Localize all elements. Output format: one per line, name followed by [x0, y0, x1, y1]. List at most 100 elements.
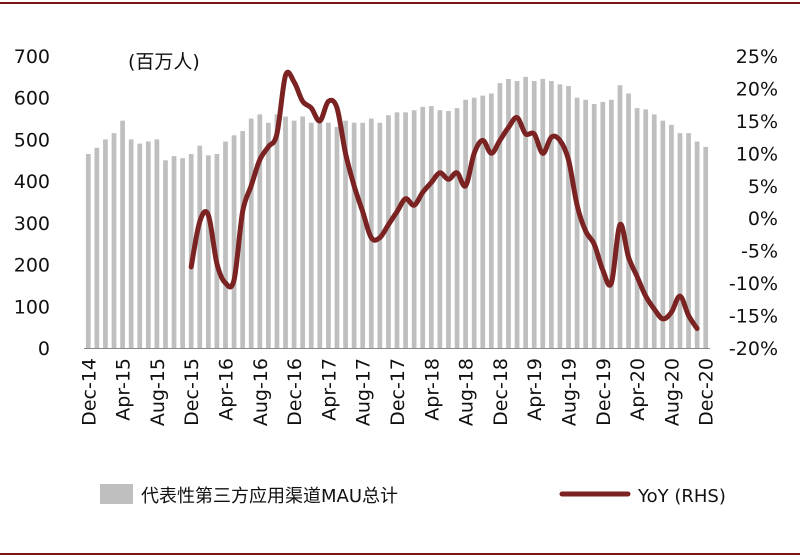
y-left-tick-label: 500 — [14, 129, 50, 151]
bar — [583, 99, 589, 348]
x-tick-label: Dec-20 — [696, 358, 718, 426]
y-left-tick-label: 400 — [14, 171, 50, 193]
x-axis: Dec-14 Apr-15 Aug-15 Dec-15 Apr-16 Aug-16 Dec-… — [78, 348, 718, 426]
bottom-border — [0, 553, 800, 555]
y-right-tick-label: 25% — [736, 46, 778, 68]
yoy-line — [188, 69, 700, 331]
bar — [634, 108, 640, 348]
y-right-tick-label: 10% — [736, 143, 778, 165]
bar — [231, 135, 237, 348]
bar — [291, 120, 297, 348]
x-tick-label: Dec-14 — [78, 358, 100, 426]
bar — [531, 81, 537, 348]
bar — [248, 118, 254, 348]
bar — [677, 133, 683, 348]
bar — [669, 124, 674, 348]
bar — [171, 156, 177, 348]
bar — [591, 103, 597, 348]
bar — [274, 114, 280, 349]
y-right-tick-label: -10% — [729, 273, 778, 295]
bar — [574, 97, 580, 349]
x-tick-label: Dec-17 — [387, 358, 409, 426]
bar — [609, 99, 614, 348]
bar — [643, 109, 649, 348]
bar — [257, 114, 263, 349]
legend-line-label: YoY (RHS) — [637, 486, 726, 507]
bar — [420, 106, 426, 348]
x-tick-label: Aug-19 — [559, 358, 581, 426]
bar — [326, 122, 331, 349]
x-tick-label: Apr-17 — [318, 358, 340, 421]
bar — [240, 131, 246, 348]
x-tick-label: Apr-15 — [113, 358, 135, 421]
bar — [600, 101, 606, 348]
bar — [197, 145, 203, 348]
bar — [660, 120, 666, 348]
y-right-tick-label: -20% — [729, 338, 778, 360]
x-tick-label: Apr-18 — [421, 358, 443, 421]
x-tick-label: Apr-16 — [216, 358, 238, 421]
y-left-tick-label: 100 — [14, 296, 50, 318]
bar — [334, 126, 340, 348]
bar — [523, 76, 528, 349]
line-series — [188, 69, 700, 331]
bar — [480, 95, 486, 348]
x-tick-label: Dec-16 — [284, 358, 306, 426]
bar — [188, 154, 194, 348]
x-tick-label: Apr-20 — [627, 358, 649, 421]
bar — [446, 111, 451, 348]
x-tick-label: Dec-18 — [490, 358, 512, 426]
x-tick-label: Aug-20 — [661, 358, 683, 426]
x-tick-label: Apr-19 — [524, 358, 546, 421]
bar — [145, 141, 151, 348]
x-tick-label: Dec-19 — [593, 358, 615, 426]
bar — [283, 116, 288, 349]
x-tick-label: Aug-15 — [147, 358, 169, 426]
y-left-tick-label: 700 — [14, 46, 50, 68]
bar — [300, 116, 306, 349]
bar — [506, 78, 511, 348]
bar — [566, 86, 571, 348]
bar — [454, 108, 460, 348]
x-tick-label: Aug-18 — [456, 358, 478, 426]
bar — [308, 122, 314, 349]
bar — [549, 81, 554, 348]
y-left-tick-label: 200 — [14, 255, 50, 277]
bar — [514, 81, 520, 348]
bar — [317, 120, 323, 348]
bar — [180, 158, 185, 348]
bar — [617, 85, 623, 348]
unit-label: (百万人) — [128, 51, 200, 73]
bar — [343, 120, 348, 348]
y-right-tick-label: 20% — [736, 78, 778, 100]
y-right-tick-label: 0% — [748, 208, 778, 230]
bar — [128, 139, 134, 348]
bar — [205, 155, 211, 348]
bar — [394, 112, 400, 348]
bar — [223, 141, 228, 348]
y-right-tick-label: -15% — [729, 306, 778, 328]
bar — [437, 110, 443, 348]
top-border — [0, 2, 800, 4]
bar — [497, 83, 503, 349]
bar — [428, 106, 434, 348]
bar — [540, 78, 546, 348]
legend-bar-swatch — [100, 484, 133, 504]
legend: 代表性第三方应用渠道MAU总计 YoY (RHS) — [100, 484, 726, 507]
bar — [85, 154, 91, 348]
x-tick-label: Dec-15 — [181, 358, 203, 426]
y-left-tick-label: 600 — [14, 88, 50, 110]
bar — [626, 93, 631, 348]
bar — [471, 97, 477, 349]
bar — [111, 133, 117, 348]
bar-series — [85, 76, 709, 349]
y-left-tick-label: 300 — [14, 213, 50, 235]
x-tick-label: Aug-16 — [250, 358, 272, 426]
y-right-tick-label: 5% — [748, 176, 778, 198]
bar — [360, 122, 366, 349]
bar — [686, 133, 691, 348]
bar — [266, 122, 271, 349]
bar — [137, 143, 143, 348]
bar — [351, 122, 357, 349]
